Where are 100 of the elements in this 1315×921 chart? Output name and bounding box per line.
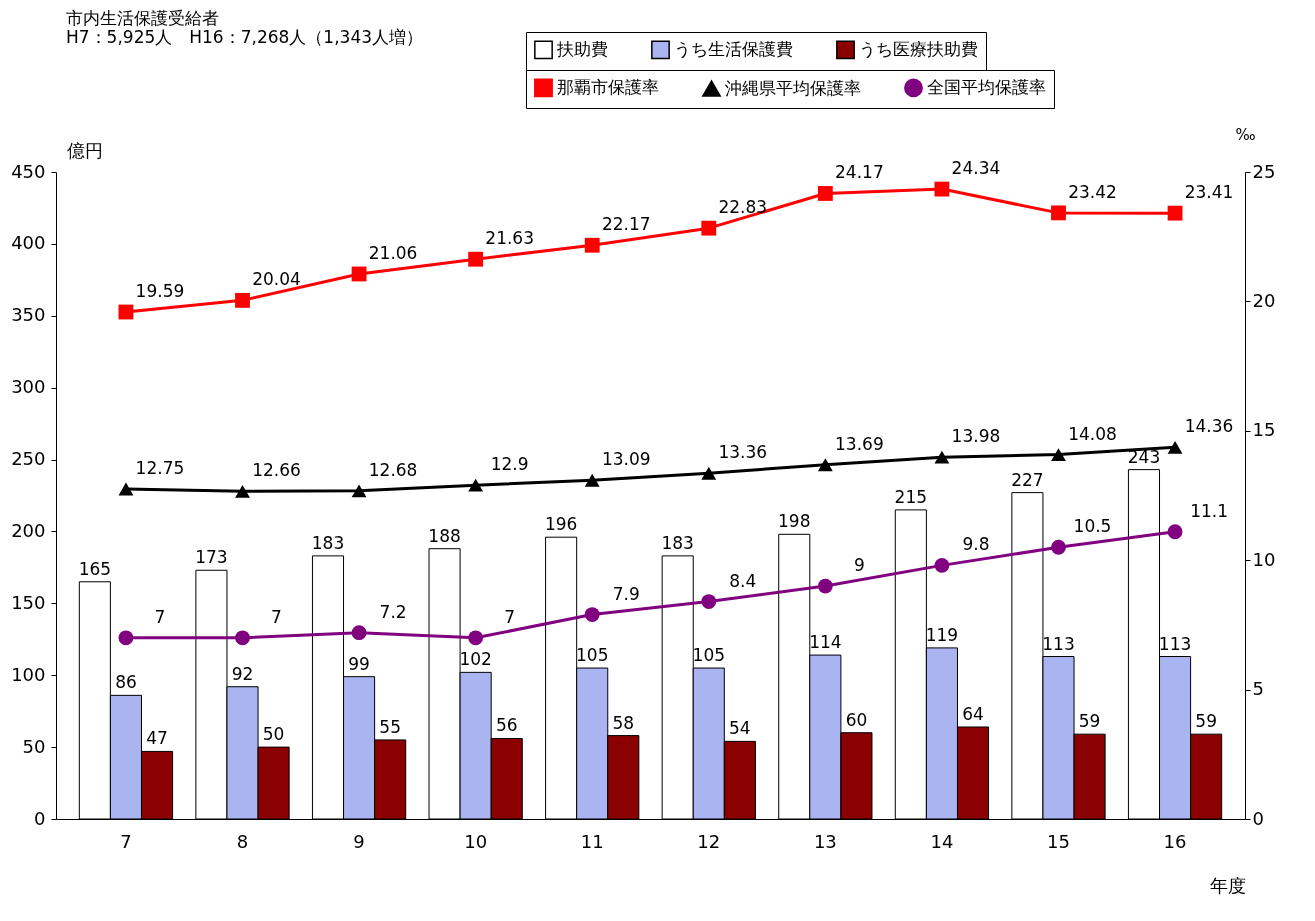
data-label: 56	[495, 715, 518, 736]
legend-label: うち医療扶助費	[859, 38, 978, 59]
data-label: 11.1	[1190, 500, 1228, 521]
point	[1167, 524, 1183, 540]
point	[468, 630, 484, 646]
data-label: 59	[1078, 711, 1101, 732]
data-label: 105	[575, 645, 609, 666]
data-label: 24.34	[951, 158, 1001, 179]
data-label: 13.09	[601, 449, 651, 470]
data-label: 7.2	[379, 601, 407, 622]
data-label: 183	[311, 532, 345, 553]
data-label: 9.8	[962, 534, 990, 555]
chart-title: 市内生活保護受給者 H7：5,925人 H16：7,268人（1,343人増）	[66, 8, 424, 47]
point	[817, 458, 833, 472]
point	[1051, 448, 1066, 462]
data-label: 105	[692, 645, 726, 666]
data-label: 19.59	[135, 281, 185, 302]
data-label: 12.68	[368, 459, 418, 480]
data-label: 8.4	[729, 570, 757, 591]
y2-tick-label: 25	[1252, 160, 1276, 182]
x-axis-title: 年度	[1209, 874, 1246, 896]
data-label: 58	[612, 712, 635, 733]
y2-tick-label: 0	[1252, 807, 1264, 829]
data-label: 47	[146, 728, 168, 749]
data-label: 24.17	[835, 162, 884, 183]
point	[351, 484, 367, 498]
data-label: 7	[154, 606, 166, 627]
y2-tick-label: 15	[1252, 419, 1276, 441]
x-tick-label: 9	[353, 830, 365, 852]
data-label: 215	[894, 486, 928, 507]
data-label: 14.36	[1184, 416, 1234, 437]
data-label: 173	[195, 547, 228, 568]
y-tick-label: 200	[11, 519, 46, 541]
data-label: 13.69	[835, 433, 884, 454]
x-tick-label: 16	[1163, 830, 1187, 852]
legend-label: うち生活保護費	[674, 38, 793, 59]
y-axis-title: 億円	[66, 139, 103, 161]
data-label: 7.9	[612, 583, 640, 604]
y-tick-label: 100	[11, 663, 46, 685]
data-label: 54	[729, 718, 751, 739]
data-label: 92	[231, 663, 254, 684]
y-tick-label: 150	[11, 591, 46, 613]
data-label: 12.75	[135, 458, 185, 479]
data-label: 196	[544, 514, 578, 535]
point	[118, 482, 134, 496]
x-tick-label: 13	[813, 830, 837, 852]
y-tick-label: 400	[11, 232, 46, 254]
point	[351, 625, 367, 641]
x-tick-label: 11	[580, 830, 604, 852]
data-label: 198	[778, 511, 811, 532]
data-label: 21.63	[485, 228, 534, 249]
y-tick-label: 450	[11, 160, 46, 182]
y-tick-label: 300	[11, 376, 46, 398]
y2-tick-label: 5	[1252, 678, 1264, 700]
data-label: 10.5	[1073, 516, 1112, 537]
point	[1051, 539, 1066, 555]
data-label: 64	[962, 703, 984, 724]
legend-label: 全国平均保護率	[927, 76, 1046, 97]
data-label: 14.08	[1068, 423, 1117, 444]
legend-label: 沖縄県平均保護率	[725, 77, 861, 98]
data-label: 119	[925, 624, 959, 645]
legend-label: 那覇市保護率	[557, 76, 659, 97]
data-label: 165	[78, 558, 112, 579]
point	[468, 251, 484, 267]
data-label: 113	[1158, 633, 1192, 654]
data-label: 102	[459, 649, 492, 670]
data-label: 20.04	[252, 269, 301, 290]
data-label: 22.83	[718, 197, 768, 218]
data-label: 55	[379, 716, 401, 737]
y2-axis-title: ‰	[1235, 125, 1256, 144]
x-tick-label: 10	[464, 830, 488, 852]
point	[468, 478, 484, 492]
point	[235, 292, 250, 308]
point	[817, 578, 833, 594]
point	[118, 630, 134, 646]
point	[584, 237, 600, 253]
data-label: 12.9	[490, 454, 529, 475]
data-label: 22.17	[601, 214, 651, 235]
data-label: 59	[1195, 711, 1217, 732]
point	[1167, 205, 1183, 221]
data-label: 50	[262, 724, 285, 745]
y2-tick-label: 20	[1252, 289, 1276, 311]
legend-label: 扶助費	[556, 38, 608, 59]
point	[584, 607, 600, 622]
y2-tick-label: 10	[1252, 548, 1276, 570]
data-label: 60	[845, 709, 868, 730]
point	[1167, 440, 1183, 454]
data-label: 7	[271, 606, 282, 627]
x-tick-label: 8	[236, 830, 249, 852]
data-label: 113	[1042, 633, 1075, 654]
data-label: 99	[348, 653, 370, 674]
x-tick-label: 12	[697, 830, 721, 852]
point	[701, 594, 717, 610]
data-label: 86	[115, 672, 137, 693]
point	[235, 630, 250, 646]
point	[235, 484, 250, 498]
point	[584, 473, 600, 487]
point	[701, 220, 717, 236]
data-label: 227	[1011, 469, 1044, 490]
data-label: 114	[809, 632, 842, 653]
